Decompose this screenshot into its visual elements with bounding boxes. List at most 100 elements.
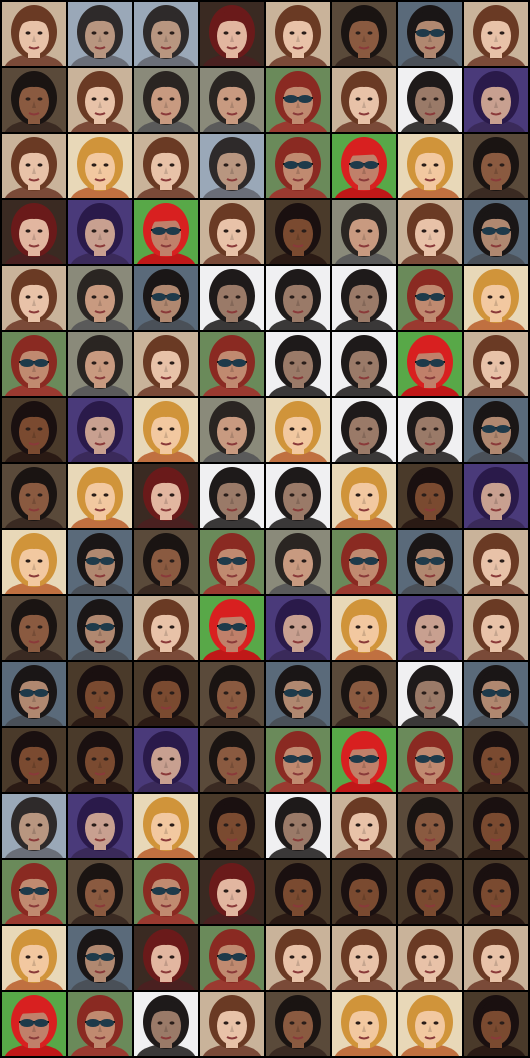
mouth bbox=[490, 574, 502, 578]
mouth bbox=[94, 376, 106, 380]
mouth bbox=[94, 706, 106, 710]
shirt bbox=[70, 252, 130, 264]
eye-right bbox=[301, 427, 307, 431]
nose bbox=[362, 695, 366, 702]
sunglasses-lens-right bbox=[298, 755, 312, 763]
face bbox=[349, 479, 379, 517]
nose bbox=[494, 167, 498, 174]
eye-left bbox=[223, 295, 229, 299]
mouth bbox=[94, 508, 106, 512]
sunglasses-lens-left bbox=[20, 689, 34, 697]
face bbox=[151, 611, 181, 649]
face bbox=[217, 413, 247, 451]
face-image bbox=[464, 266, 528, 330]
mouth bbox=[424, 310, 436, 314]
eye-right bbox=[301, 1021, 307, 1025]
hair-fringe bbox=[412, 142, 448, 164]
face bbox=[85, 413, 115, 451]
face-thumbnail bbox=[2, 134, 66, 198]
mouth bbox=[424, 46, 436, 50]
eye-left bbox=[223, 823, 229, 827]
nose bbox=[98, 1025, 102, 1032]
nose bbox=[362, 431, 366, 438]
eye-right bbox=[169, 97, 175, 101]
face-image bbox=[398, 134, 462, 198]
shirt bbox=[70, 54, 130, 66]
face-thumbnail bbox=[266, 134, 330, 198]
nose bbox=[362, 497, 366, 504]
hair-fringe bbox=[346, 868, 382, 890]
eye-right bbox=[235, 757, 241, 761]
eye-left bbox=[289, 889, 295, 893]
shirt bbox=[400, 912, 460, 924]
shirt bbox=[268, 384, 328, 396]
eye-left bbox=[25, 163, 31, 167]
shirt bbox=[70, 912, 130, 924]
shirt bbox=[334, 1044, 394, 1056]
mouth bbox=[28, 46, 40, 50]
eye-left bbox=[289, 823, 295, 827]
face-image bbox=[68, 992, 132, 1056]
mouth bbox=[94, 640, 106, 644]
hair-fringe bbox=[478, 406, 514, 428]
face-image bbox=[398, 926, 462, 990]
mouth bbox=[94, 310, 106, 314]
hair-fringe bbox=[280, 10, 316, 32]
hair-fringe bbox=[214, 274, 250, 296]
mouth bbox=[424, 772, 436, 776]
mouth bbox=[292, 640, 304, 644]
mouth bbox=[424, 970, 436, 974]
face-image bbox=[332, 398, 396, 462]
face-image bbox=[266, 266, 330, 330]
face-image bbox=[332, 464, 396, 528]
face-image bbox=[266, 992, 330, 1056]
eye-left bbox=[91, 163, 97, 167]
nose bbox=[362, 233, 366, 240]
face bbox=[481, 281, 511, 319]
shirt bbox=[136, 384, 196, 396]
eye-right bbox=[37, 295, 43, 299]
hair-fringe bbox=[346, 802, 382, 824]
face-thumbnail bbox=[134, 68, 198, 132]
sunglasses-lens-right bbox=[166, 293, 180, 301]
face-image bbox=[134, 926, 198, 990]
mouth bbox=[292, 1036, 304, 1040]
eye-left bbox=[355, 31, 361, 35]
face-thumbnail bbox=[266, 464, 330, 528]
eye-left bbox=[223, 427, 229, 431]
nose bbox=[32, 167, 36, 174]
shirt bbox=[4, 186, 64, 198]
face-image bbox=[200, 68, 264, 132]
hair-fringe bbox=[412, 208, 448, 230]
hair-fringe bbox=[214, 736, 250, 758]
sunglasses-frame bbox=[415, 559, 445, 561]
hair-fringe bbox=[280, 934, 316, 956]
face-thumbnail bbox=[464, 794, 528, 858]
sunglasses-lens-right bbox=[364, 755, 378, 763]
face-thumbnail bbox=[398, 398, 462, 462]
mouth bbox=[94, 178, 106, 182]
face bbox=[151, 149, 181, 187]
face bbox=[19, 809, 49, 847]
sunglasses-lens-left bbox=[284, 161, 298, 169]
nose bbox=[164, 497, 168, 504]
mouth bbox=[424, 178, 436, 182]
face bbox=[283, 215, 313, 253]
shirt bbox=[202, 978, 262, 990]
eye-right bbox=[103, 361, 109, 365]
mouth bbox=[358, 706, 370, 710]
shirt bbox=[400, 318, 460, 330]
hair-fringe bbox=[148, 142, 184, 164]
face-image bbox=[68, 464, 132, 528]
face-thumbnail bbox=[266, 992, 330, 1056]
face-thumbnail bbox=[464, 728, 528, 792]
face-thumbnail bbox=[266, 398, 330, 462]
hair-fringe bbox=[214, 934, 250, 956]
sunglasses-lens-right bbox=[298, 95, 312, 103]
sunglasses-lens-left bbox=[416, 359, 430, 367]
eye-left bbox=[157, 691, 163, 695]
eye-right bbox=[235, 889, 241, 893]
eye-right bbox=[301, 229, 307, 233]
eye-right bbox=[169, 823, 175, 827]
face bbox=[19, 545, 49, 583]
